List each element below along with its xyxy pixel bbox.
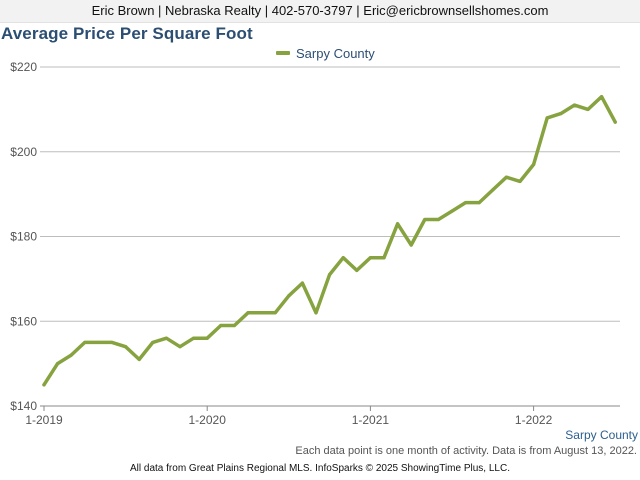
data-point	[559, 112, 563, 116]
data-point	[586, 107, 590, 111]
data-point	[423, 217, 427, 222]
data-point	[219, 323, 223, 328]
y-tick-label: $160	[10, 314, 37, 328]
data-point	[96, 340, 100, 345]
contact-text: Eric Brown | Nebraska Realty | 402-570-3…	[91, 3, 549, 18]
data-point	[300, 281, 304, 285]
series-line	[42, 94, 617, 387]
data-point	[613, 120, 617, 124]
data-point	[232, 323, 236, 328]
data-point	[151, 340, 155, 345]
data-point	[396, 222, 400, 226]
data-point	[287, 294, 291, 298]
data-point	[341, 256, 345, 260]
data-point	[328, 273, 332, 277]
data-point	[178, 345, 182, 349]
data-point	[382, 256, 386, 260]
chart-title: Average Price Per Square Foot	[1, 24, 253, 43]
x-tick-label: 1-2022	[515, 413, 553, 427]
data-point	[42, 383, 46, 387]
y-tick-label: $220	[10, 60, 37, 74]
data-point	[545, 116, 549, 120]
data-point	[164, 336, 168, 340]
x-tick-label: 1-2019	[25, 413, 63, 427]
data-point	[600, 95, 604, 99]
data-point	[355, 268, 359, 272]
data-point	[192, 336, 196, 340]
legend-swatch	[276, 51, 290, 55]
data-point	[124, 345, 128, 349]
data-point	[69, 353, 73, 357]
chart-legend[interactable]: Sarpy County	[276, 45, 375, 61]
data-point	[518, 179, 522, 184]
x-tick-label: 1-2020	[189, 413, 227, 427]
data-point	[260, 311, 264, 315]
legend-label: Sarpy County	[296, 45, 375, 61]
data-point	[572, 103, 577, 107]
data-point	[273, 311, 277, 315]
data-point	[110, 340, 114, 345]
data-point	[137, 357, 141, 361]
data-note: Each data point is one month of activity…	[295, 445, 637, 457]
data-point	[205, 336, 209, 340]
data-point	[532, 162, 536, 167]
y-tick-label: $180	[10, 230, 37, 244]
data-point	[314, 311, 318, 315]
contact-banner: Eric Brown | Nebraska Realty | 402-570-3…	[0, 0, 640, 23]
y-tick-label: $140	[10, 399, 37, 413]
data-point	[246, 311, 250, 315]
data-point	[83, 340, 87, 345]
data-point	[368, 256, 372, 260]
data-point	[477, 201, 481, 205]
data-point	[504, 175, 508, 179]
x-tick-label: 1-2021	[352, 413, 390, 427]
data-point	[491, 188, 495, 192]
data-point	[409, 243, 413, 247]
data-point	[56, 362, 60, 366]
y-tick-label: $200	[10, 145, 37, 159]
footer-credit: All data from Great Plains Regional MLS.…	[130, 463, 510, 474]
series-link[interactable]: Sarpy County	[565, 428, 638, 442]
data-point	[450, 209, 454, 213]
data-point	[464, 201, 468, 205]
data-point	[436, 217, 440, 222]
